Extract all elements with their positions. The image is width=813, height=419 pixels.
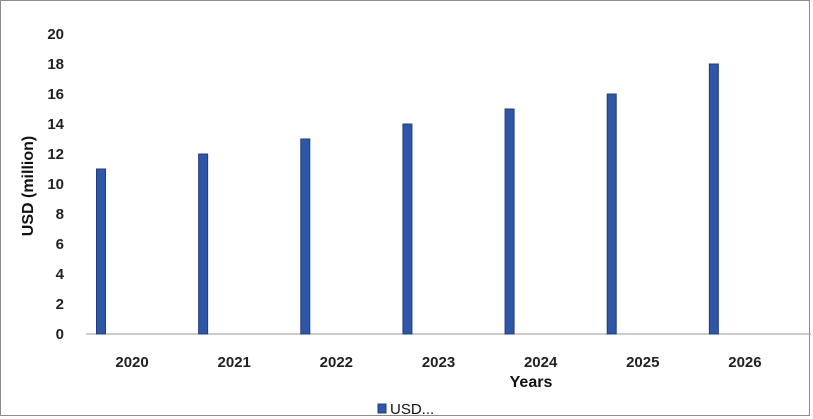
bar [708,63,719,335]
y-tick-label: 2 [56,296,64,313]
legend: USD... [377,401,434,418]
bar [198,153,209,335]
x-axis-title: Years [510,374,553,391]
x-tick-label: 2022 [320,354,353,371]
y-axis-title: USD (million) [20,136,37,236]
x-axis-ticks: 2020 2021 2022 2023 2024 2025 2026 [115,354,761,371]
y-tick-label: 10 [47,176,64,193]
x-tick-label: 2023 [422,354,455,371]
y-tick-label: 4 [56,266,65,283]
legend-swatch [377,403,387,414]
y-tick-label: 12 [47,146,64,163]
y-tick-label: 18 [47,56,64,73]
y-tick-label: 6 [56,236,64,253]
y-tick-label: 16 [47,86,64,103]
x-tick-label: 2020 [115,354,148,371]
bar [96,168,106,335]
bar [606,93,617,335]
bar [504,108,515,335]
legend-label: USD... [390,401,434,418]
bar [300,138,311,335]
x-tick-label: 2021 [218,354,251,371]
bar [402,123,413,335]
x-tick-label: 2025 [626,354,659,371]
x-tick-label: 2026 [728,354,761,371]
y-tick-label: 8 [56,206,64,223]
bar-series [96,63,719,335]
x-tick-label: 2024 [524,354,558,371]
y-axis-ticks: 0 2 4 6 8 10 12 14 16 18 20 [47,26,64,343]
y-tick-label: 0 [56,326,64,343]
y-tick-label: 14 [47,116,64,133]
y-tick-label: 20 [47,26,64,43]
